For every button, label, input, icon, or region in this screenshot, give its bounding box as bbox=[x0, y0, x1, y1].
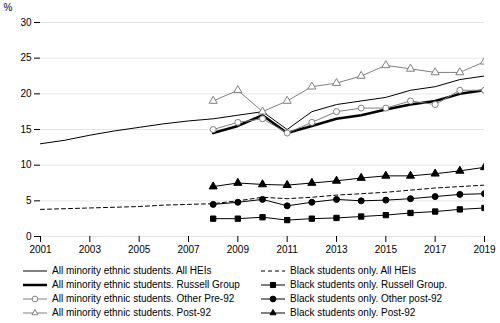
html-text:Black students only. All HEIs: Black students only. All HEIs bbox=[290, 265, 416, 276]
svg-text:2013: 2013 bbox=[325, 244, 348, 255]
svg-text:2007: 2007 bbox=[177, 244, 200, 255]
svg-text:2005: 2005 bbox=[128, 244, 151, 255]
svg-text:5: 5 bbox=[26, 195, 32, 206]
html-text:All minority ethnic students.: All minority ethnic students. Russell Gr… bbox=[52, 279, 240, 290]
svg-text:10: 10 bbox=[20, 159, 32, 170]
html-text:All minority ethnic students.: All minority ethnic students. All HEIs bbox=[52, 265, 212, 276]
svg-text:2011: 2011 bbox=[276, 244, 298, 255]
html-text:Black students only. Other pos: Black students only. Other post-92 bbox=[290, 293, 443, 304]
svg-text:2009: 2009 bbox=[227, 244, 250, 255]
svg-text:2003: 2003 bbox=[79, 244, 102, 255]
svg-text:2015: 2015 bbox=[375, 244, 398, 255]
html-text:Black students only. Russell G: Black students only. Russell Group. bbox=[290, 279, 448, 290]
svg-text:20: 20 bbox=[20, 88, 32, 99]
svg-text:2001: 2001 bbox=[29, 244, 52, 255]
svg-text:15: 15 bbox=[20, 124, 32, 135]
html-text:All minority ethnic students.: All minority ethnic students. Other Pre-… bbox=[52, 293, 235, 304]
html-text:Black students only. Post-92: Black students only. Post-92 bbox=[290, 307, 416, 318]
svg-text:%: % bbox=[4, 2, 13, 13]
svg-text:2017: 2017 bbox=[424, 244, 447, 255]
svg-text:0: 0 bbox=[26, 231, 32, 242]
svg-text:25: 25 bbox=[20, 52, 32, 63]
svg-text:30: 30 bbox=[20, 17, 32, 28]
html-text:All minority ethnic students.: All minority ethnic students. Post-92 bbox=[52, 307, 211, 318]
svg-text:2019: 2019 bbox=[473, 244, 496, 255]
